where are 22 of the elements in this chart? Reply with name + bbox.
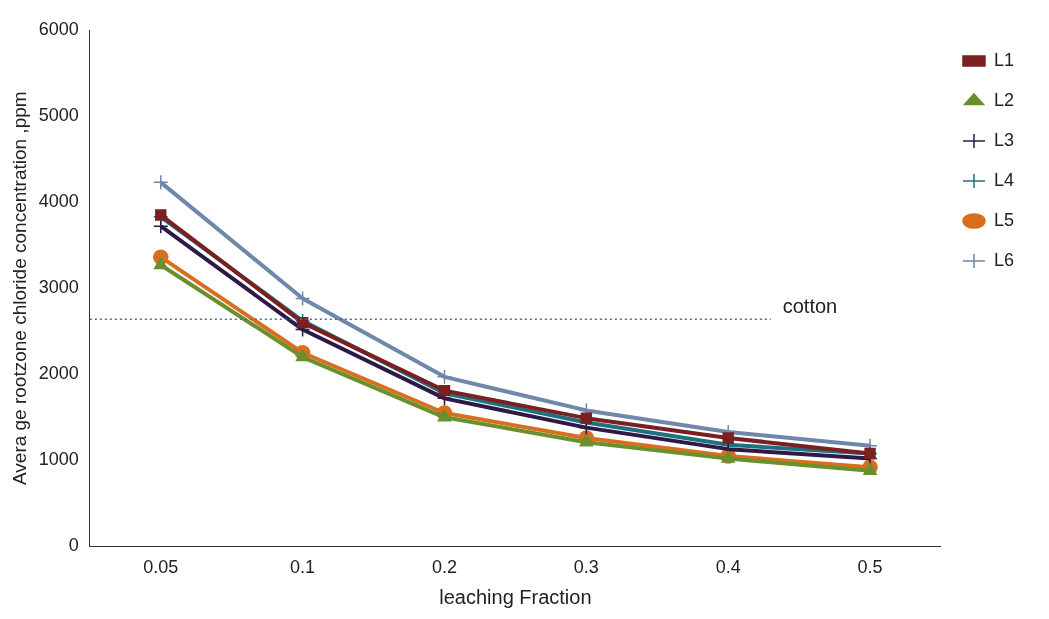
x-tick-label: 0.2 [431, 557, 457, 578]
y-tick-label: 6000 [38, 18, 79, 39]
x-tick-label: 0.3 [573, 557, 599, 578]
y-tick-label: 1000 [38, 449, 79, 470]
legend-label: L1 [993, 49, 1015, 70]
ref-line-label: cotton [782, 294, 838, 317]
y-tick-label: 2000 [38, 363, 79, 384]
legend-label: L4 [993, 169, 1015, 190]
legend-label: L6 [993, 249, 1015, 270]
x-tick-label: 0.05 [143, 557, 179, 578]
x-tick-label: 0.4 [715, 557, 741, 578]
y-tick-label: 4000 [38, 191, 79, 212]
y-tick-label: 5000 [38, 105, 79, 126]
x-tick-label: 0.5 [857, 557, 883, 578]
x-axis-title: leaching Fraction [439, 585, 592, 608]
legend-label: L2 [993, 89, 1015, 110]
y-tick-label: 3000 [38, 277, 79, 298]
y-tick-label: 0 [68, 535, 79, 556]
y-axis-title: Avera ge rootzone chloride concentration ,ppm [8, 91, 30, 486]
legend-label: L5 [993, 209, 1015, 230]
x-tick-label: 0.1 [290, 557, 316, 578]
legend-label: L3 [993, 129, 1015, 150]
